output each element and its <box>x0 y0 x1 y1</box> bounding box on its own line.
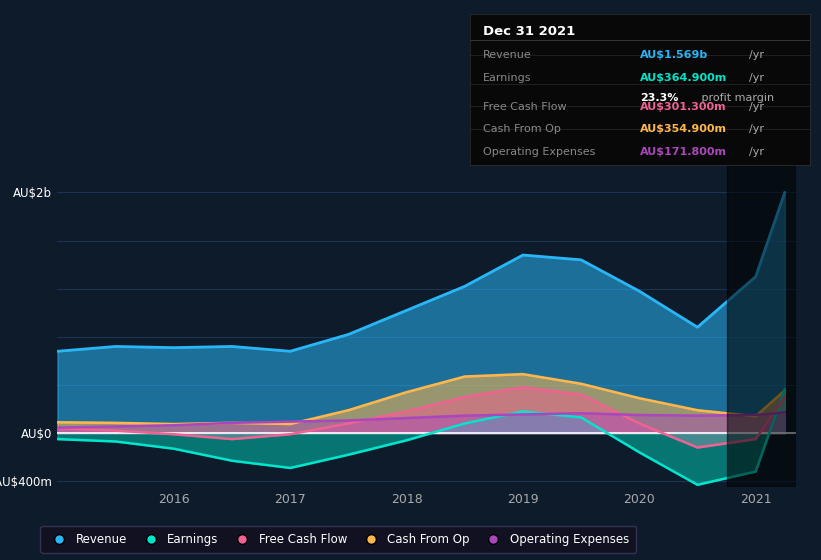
Text: AU$364.900m: AU$364.900m <box>640 73 727 83</box>
Text: Cash From Op: Cash From Op <box>484 124 561 134</box>
Text: /yr: /yr <box>749 147 764 157</box>
Text: AU$171.800m: AU$171.800m <box>640 147 727 157</box>
Text: AU$354.900m: AU$354.900m <box>640 124 727 134</box>
Text: Free Cash Flow: Free Cash Flow <box>484 102 566 111</box>
Text: /yr: /yr <box>749 102 764 111</box>
Text: /yr: /yr <box>749 73 764 83</box>
Text: /yr: /yr <box>749 50 764 60</box>
Text: AU$1.569b: AU$1.569b <box>640 50 709 60</box>
Text: AU$301.300m: AU$301.300m <box>640 102 727 111</box>
Text: Earnings: Earnings <box>484 73 532 83</box>
Bar <box>727 162 796 487</box>
Text: Dec 31 2021: Dec 31 2021 <box>484 25 576 38</box>
Text: /yr: /yr <box>749 124 764 134</box>
Text: Revenue: Revenue <box>484 50 532 60</box>
Text: 23.3%: 23.3% <box>640 92 678 102</box>
Legend: Revenue, Earnings, Free Cash Flow, Cash From Op, Operating Expenses: Revenue, Earnings, Free Cash Flow, Cash … <box>40 526 636 553</box>
Text: profit margin: profit margin <box>698 92 774 102</box>
Text: Operating Expenses: Operating Expenses <box>484 147 595 157</box>
